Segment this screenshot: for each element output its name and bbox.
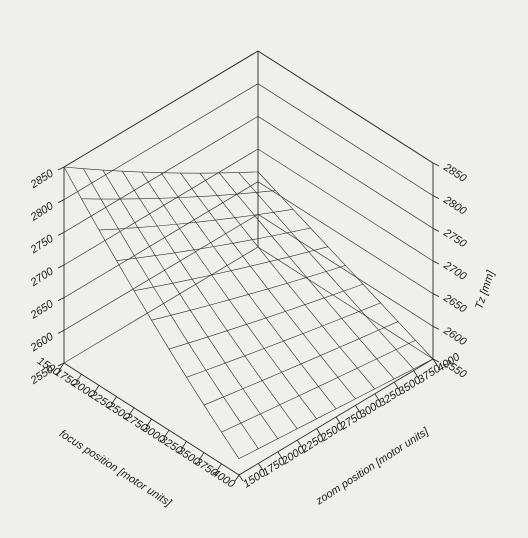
- y-tick-mark: [277, 451, 283, 459]
- x-tick-mark: [129, 407, 135, 415]
- z-tick-label-right: 2650: [441, 292, 470, 316]
- surface-mesh-line: [121, 171, 298, 429]
- y-tick-mark: [355, 405, 360, 412]
- x-tick-mark: [112, 396, 117, 403]
- z-tick-label-right: 2800: [441, 194, 470, 218]
- z-tick-mark: [432, 162, 440, 167]
- surface-mesh-line: [257, 171, 434, 360]
- surface-mesh-line: [151, 265, 346, 321]
- surface-mesh-line: [83, 168, 259, 449]
- left-wall-gridline: [63, 181, 259, 298]
- left-wall-gridline: [63, 83, 259, 200]
- z-tick-label-right: 2600: [441, 324, 470, 348]
- right-wall-gridline: [257, 148, 434, 262]
- z-tick-mark: [57, 166, 65, 171]
- z-tick-mark: [432, 260, 440, 265]
- x-tick-mark: [164, 429, 170, 437]
- z-tick-label-left: 2800: [28, 200, 57, 224]
- x-tick-mark: [77, 373, 82, 381]
- surface-mesh-line: [180, 172, 356, 400]
- y-tick-mark: [335, 416, 341, 424]
- surface-mesh-line: [102, 169, 279, 439]
- right-wall-gridline: [257, 246, 434, 360]
- y-tick-mark: [413, 370, 418, 377]
- x-tick-mark: [234, 474, 240, 482]
- x-tick-mark: [182, 441, 187, 448]
- z-tick-mark: [432, 195, 440, 200]
- x-tick-mark: [59, 362, 65, 370]
- y-tick-mark: [432, 358, 438, 366]
- z-tick-mark: [57, 362, 65, 367]
- surface-mesh-line: [116, 227, 311, 261]
- z-tick-mark: [57, 297, 65, 302]
- z-tick-label-left: 2650: [28, 298, 57, 322]
- z-tick-mark: [57, 264, 65, 269]
- surface-mesh-line: [63, 166, 259, 174]
- right-wall-gridline: [257, 83, 434, 196]
- surface-mesh-line: [63, 166, 240, 459]
- y-tick-mark: [393, 381, 399, 389]
- surface-mesh-line: [133, 246, 329, 292]
- surface-mesh-line: [238, 172, 414, 370]
- surface-mesh-line: [160, 172, 337, 410]
- z-tick-mark: [432, 293, 440, 298]
- y-tick-mark: [238, 474, 244, 482]
- x-tick-label: 4000: [210, 467, 238, 491]
- right-wall-gridline: [257, 116, 434, 229]
- y-tick-mark: [316, 428, 321, 435]
- left-top-edge: [63, 50, 259, 168]
- z-tick-mark: [432, 358, 440, 363]
- z-tick-mark: [432, 227, 440, 232]
- surface-mesh-line: [168, 283, 364, 350]
- x-tick-mark: [94, 385, 100, 392]
- z-tick-mark: [57, 199, 65, 204]
- surface-mesh-line: [141, 171, 317, 419]
- surface-mesh-line: [199, 172, 376, 390]
- z-tick-label-right: 2700: [441, 259, 470, 283]
- x-tick-mark: [217, 463, 222, 471]
- y-tick-mark: [374, 393, 380, 401]
- surface-mesh-line: [218, 172, 395, 380]
- z-tick-label-right: 2750: [441, 226, 470, 250]
- y-tick-mark: [296, 439, 302, 447]
- left-wall-gridline: [63, 116, 259, 233]
- z-tick-label-left: 2750: [28, 232, 57, 256]
- z-tick-label-left: 2700: [28, 265, 57, 289]
- z-tick-mark: [432, 325, 440, 330]
- left-wall-gridline: [63, 246, 259, 364]
- z-tick-mark: [57, 329, 65, 334]
- z-tick-label-left: 2850: [28, 167, 57, 191]
- right-top-edge: [257, 50, 434, 164]
- x-tick-mark: [199, 452, 205, 459]
- x-tick-mark: [147, 418, 152, 426]
- z-tick-mark: [57, 231, 65, 236]
- left-wall-gridline: [63, 148, 259, 266]
- z-tick-label-right: 2850: [441, 161, 470, 185]
- y-tick-mark: [258, 463, 263, 470]
- z-axis-label: Tz [mm]: [473, 268, 497, 310]
- right-wall-gridline: [257, 181, 434, 294]
- z-tick-label-left: 2600: [28, 330, 57, 354]
